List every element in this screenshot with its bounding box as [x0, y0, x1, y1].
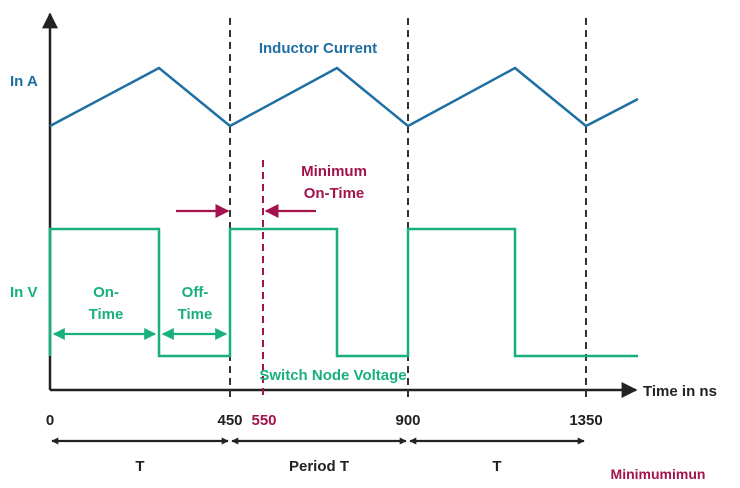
tick-label-0: 0: [46, 412, 54, 429]
switch-node-voltage-waveform: [48, 227, 638, 358]
watermark-text: Minimumimun: [611, 466, 706, 482]
off-time-label-line2: Time: [178, 306, 213, 323]
min-on-time-label-line2: On-Time: [304, 185, 365, 202]
inductor-current-waveform: [49, 66, 639, 128]
tick-label-550: 550: [251, 412, 276, 429]
tick-label-900: 900: [395, 412, 420, 429]
time-axis-label: Time in ns: [643, 383, 717, 400]
current-axis-label: In A: [10, 73, 38, 90]
voltage-axis-label: In V: [10, 284, 38, 301]
on-time-label-line2: Time: [89, 306, 124, 323]
off-time-label-line1: Off-: [182, 284, 209, 301]
tick-label-1350: 1350: [569, 412, 602, 429]
min-on-time-label-line1: Minimum: [301, 163, 367, 180]
period-label-right: T: [492, 458, 501, 475]
period-label-left: T: [135, 458, 144, 475]
switch-node-voltage-title: Switch Node Voltage: [259, 367, 406, 384]
tick-label-450: 450: [217, 412, 242, 429]
inductor-current-title: Inductor Current: [259, 40, 377, 57]
period-label-middle: Period T: [289, 458, 349, 475]
on-time-label-line1: On-: [93, 284, 119, 301]
